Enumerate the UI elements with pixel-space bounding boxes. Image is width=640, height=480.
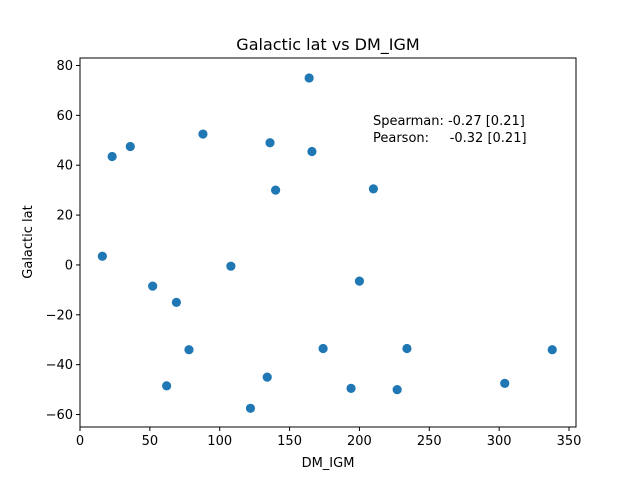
scatter-point: [162, 381, 172, 391]
y-tick-label: 80: [56, 59, 73, 74]
scatter-point: [368, 184, 379, 194]
x-axis-ticks: 0 50 100 150 200 250 300 350: [76, 427, 582, 449]
scatter-point: [184, 345, 194, 355]
x-tick-label: 300: [487, 434, 512, 449]
scatter-point: [346, 383, 356, 393]
scatter-point: [402, 343, 412, 354]
data-points: [97, 73, 557, 413]
scatter-point: [171, 297, 182, 307]
chart-title: Galactic lat vs DM_IGM: [236, 35, 419, 55]
scatter-point: [500, 378, 510, 388]
y-tick-label: 20: [56, 209, 73, 224]
scatter-point: [226, 261, 236, 271]
y-tick-label: 0: [65, 258, 73, 273]
x-tick-label: 250: [417, 434, 442, 449]
scatter-point: [265, 138, 275, 148]
plot-frame: [79, 57, 577, 428]
scatter-point: [148, 281, 158, 291]
x-tick-label: 100: [207, 434, 232, 449]
x-tick-label: 150: [277, 434, 302, 449]
spearman-annotation: Spearman: -0.27 [0.21]: [373, 114, 525, 129]
y-axis-ticks: −60 −40 −20 0 20 40 60 80: [46, 59, 80, 423]
x-tick-label: 350: [557, 434, 582, 449]
y-tick-label: −60: [46, 408, 73, 423]
plot-area: [79, 57, 577, 428]
scatter-point: [107, 151, 117, 162]
scatter-point: [198, 129, 208, 139]
x-tick-label: 200: [347, 434, 372, 449]
y-tick-label: 40: [56, 159, 73, 174]
scatter-point: [262, 372, 272, 382]
scatter-point: [354, 276, 365, 286]
y-tick-label: −20: [46, 308, 73, 323]
scatter-point: [307, 146, 317, 157]
x-tick-label: 0: [76, 434, 84, 449]
y-tick-label: 60: [56, 109, 73, 124]
scatter-point: [318, 343, 328, 354]
scatter-point: [392, 385, 402, 395]
scatter-point: [304, 73, 314, 83]
scatter-point: [97, 251, 107, 261]
x-tick-label: 50: [142, 434, 159, 449]
x-axis-label: DM_IGM: [302, 456, 355, 471]
y-axis-label: Galactic lat: [21, 205, 36, 278]
pearson-annotation: Pearson: -0.32 [0.21]: [373, 131, 527, 146]
scatter-point: [271, 185, 281, 195]
scatter-point: [125, 141, 135, 152]
scatter-point: [245, 403, 256, 413]
y-tick-label: −40: [46, 358, 73, 373]
scatter-point: [547, 345, 557, 355]
